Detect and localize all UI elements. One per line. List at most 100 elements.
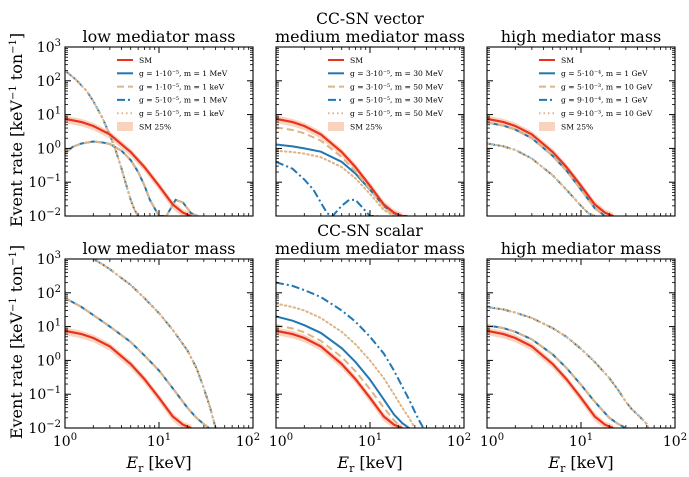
legend: SM g = 3·10⁻⁵, m = 30 MeV g = 3·10⁻⁵, m = … xyxy=(328,56,444,131)
legend-swatch-band xyxy=(328,122,344,131)
series-line-sm xyxy=(487,117,614,216)
y-tick-label: 100 xyxy=(37,139,61,157)
y-tick-label: 10−2 xyxy=(28,207,61,225)
y-tick-label: 10−1 xyxy=(28,385,61,403)
series-line-dashdot xyxy=(276,281,425,428)
legend-label: g = 3·10⁻⁵, m = 50 MeV xyxy=(350,82,444,91)
legend-label: g = 1·10⁻⁵, m = 1 MeV xyxy=(139,69,228,78)
axes-group: low mediator mass 10−2 10−1 100 101 102 103 SM g… xyxy=(28,27,687,450)
x-tick-label: 100 xyxy=(53,432,77,450)
plot-area xyxy=(65,69,199,216)
plot-area xyxy=(276,115,408,216)
legend-label: g = 1·10⁻⁵, m = 1 keV xyxy=(139,82,225,91)
y-tick-label: 102 xyxy=(37,72,61,90)
legend-label: g = 9·10⁻⁴, m = 1 GeV xyxy=(561,96,648,105)
legend: SM g = 1·10⁻⁵, m = 1 MeV g = 1·10⁻⁵, m = 1… xyxy=(117,56,228,131)
y-tick-label: 10−2 xyxy=(28,419,61,437)
xlabel-middle: Er [keV] xyxy=(336,453,402,475)
legend-label: g = 5·10⁻⁵, m = 50 MeV xyxy=(350,109,444,118)
axes-frame xyxy=(275,258,465,429)
panel-title: low mediator mass xyxy=(83,27,236,46)
series-line-dashed xyxy=(487,121,606,216)
panel-title: medium mediator mass xyxy=(275,239,465,258)
legend: SM g = 5·10⁻⁴, m = 1 GeV g = 5·10⁻³, m = 1… xyxy=(539,56,653,131)
legend-label: SM 25% xyxy=(350,122,382,131)
plot-area xyxy=(65,259,217,428)
plot-area xyxy=(487,306,650,428)
panel-r0-c0: low mediator mass 10−2 10−1 100 101 102 103 SM g… xyxy=(28,27,254,225)
suptitle-scalar: CC-SN scalar xyxy=(317,222,423,240)
xlabel-left: Er [keV] xyxy=(125,453,191,475)
series-line-dashdot xyxy=(276,160,378,216)
series-line-dashed xyxy=(276,324,403,428)
x-tick-label: 101 xyxy=(358,432,382,450)
panel-r0-c2: high mediator mass SM g = 5·10⁻⁴, m = 1 Ge… xyxy=(486,27,676,217)
series-line-dashdot xyxy=(92,259,217,428)
y-tick-label: 103 xyxy=(37,38,61,56)
axes-frame xyxy=(486,258,676,429)
legend-label: SM 25% xyxy=(561,122,593,131)
ylabel-bottom: Event rate [keV−1 ton−1] xyxy=(7,245,26,439)
band-sm-25 xyxy=(65,115,192,216)
panel-title: low mediator mass xyxy=(83,239,236,258)
series-line-dashdot xyxy=(487,306,650,428)
legend-label: g = 5·10⁻⁵, m = 30 MeV xyxy=(350,96,444,105)
band-sm-25 xyxy=(276,327,403,428)
panel-title: high mediator mass xyxy=(501,27,662,46)
legend-label: SM xyxy=(139,56,152,65)
y-tick-label: 103 xyxy=(37,250,61,268)
panel-r1-c0: low mediator mass 10−2 10−1 100 101 102 103 100… xyxy=(28,239,260,450)
y-tick-label: 102 xyxy=(37,284,61,302)
series-line-solid-blue xyxy=(487,324,627,428)
series-line-dashed xyxy=(487,324,627,428)
series-line-sm xyxy=(276,117,408,216)
series-line-dotted xyxy=(276,149,395,216)
panel-title: medium mediator mass xyxy=(275,27,465,46)
series-line-sm xyxy=(65,329,192,428)
legend-label: SM 25% xyxy=(139,122,171,131)
series-line-dotted xyxy=(276,302,416,428)
x-tick-label: 100 xyxy=(269,432,293,450)
plot-area xyxy=(487,115,614,216)
legend-label: g = 3·10⁻⁵, m = 30 MeV xyxy=(350,69,444,78)
series-line-solid-blue xyxy=(276,315,410,428)
panel-r0-c1: medium mediator mass SM g = 3·10⁻⁵, m = 30… xyxy=(275,27,465,217)
plot-area xyxy=(276,281,425,428)
band-sm-25 xyxy=(65,327,192,428)
legend-label: SM xyxy=(561,56,574,65)
x-tick-label: 102 xyxy=(236,432,260,450)
legend-swatch-band xyxy=(117,122,133,131)
series-line-sm xyxy=(65,117,192,216)
panel-title: high mediator mass xyxy=(501,239,662,258)
legend-label: g = 5·10⁻⁵, m = 1 MeV xyxy=(139,96,228,105)
panel-r1-c1: medium mediator mass 100 101 102 xyxy=(269,239,471,450)
y-tick-label: 10−1 xyxy=(28,173,61,191)
x-tick-label: 101 xyxy=(569,432,593,450)
suptitle-vector: CC-SN vector xyxy=(316,10,424,28)
x-tick-label: 101 xyxy=(147,432,171,450)
series-line-sm xyxy=(487,329,614,428)
series-line-dotted xyxy=(487,142,596,216)
axes-frame xyxy=(64,258,254,429)
band-sm-25 xyxy=(487,327,614,428)
series-line-dotted xyxy=(92,259,217,428)
y-tick-label: 101 xyxy=(37,106,61,124)
series-line-dotted xyxy=(65,69,140,216)
ylabel-top: Event rate [keV−1 ton−1] xyxy=(7,33,26,227)
y-tick-label: 101 xyxy=(37,318,61,336)
series-line-dashed xyxy=(65,140,199,216)
legend-swatch-band xyxy=(539,122,555,131)
legend-label: SM xyxy=(350,56,363,65)
y-tick-label: 100 xyxy=(37,351,61,369)
series-line-dotted xyxy=(487,306,650,428)
legend-label: g = 5·10⁻³, m = 10 GeV xyxy=(561,82,653,91)
series-line-dashed xyxy=(65,297,210,428)
x-tick-label: 102 xyxy=(663,432,687,450)
x-tick-label: 102 xyxy=(447,432,471,450)
series-line-dashed xyxy=(276,126,403,216)
series-line-sm xyxy=(276,329,403,428)
legend-label: g = 9·10⁻³, m = 10 GeV xyxy=(561,109,653,118)
x-tick-label: 100 xyxy=(480,432,504,450)
legend-label: g = 5·10⁻⁵, m = 1 keV xyxy=(139,109,225,118)
